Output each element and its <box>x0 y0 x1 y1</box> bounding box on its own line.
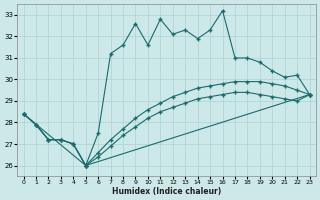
X-axis label: Humidex (Indice chaleur): Humidex (Indice chaleur) <box>112 187 221 196</box>
